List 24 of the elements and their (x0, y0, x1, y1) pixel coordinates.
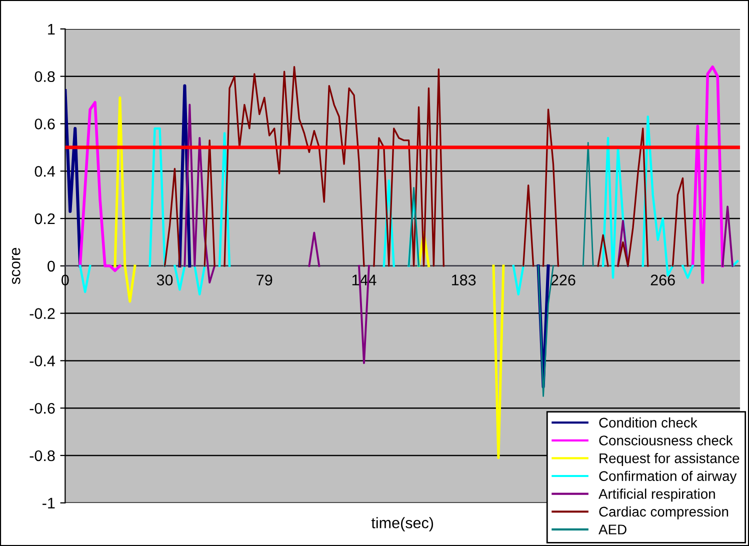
legend-label: AED (598, 524, 626, 534)
legend-label: Consciousness check (599, 435, 733, 446)
y-axis-title: score (12, 248, 20, 284)
legend-label: Request for assistance (600, 453, 740, 466)
y-tick-label: -0.4 (30, 356, 55, 366)
y-tick-label: 1 (48, 24, 55, 34)
y-tick-label: 0.4 (34, 166, 55, 177)
y-tick-label: 0.6 (34, 118, 55, 130)
legend-label: Cardiac compression (599, 506, 728, 520)
x-tick-label: 266 (650, 274, 675, 286)
y-tick-label: -0.6 (30, 402, 55, 414)
y-tick-label: -1 (42, 498, 55, 508)
legend-label: Artificial respiration (598, 488, 715, 502)
y-tick-label: 0.2 (34, 213, 55, 224)
y-tick-label: -0.8 (30, 450, 55, 462)
x-tick-label: 30 (156, 274, 173, 286)
x-axis-title: time(sec) (371, 517, 434, 532)
x-tick-label: 79 (256, 274, 272, 286)
x-tick-label: 183 (452, 274, 476, 286)
legend-label: Condition check (599, 417, 698, 428)
legend-label: Confirmation of airway (599, 470, 737, 484)
y-tick-label: 0 (48, 260, 55, 272)
y-tick-label: -0.2 (30, 308, 55, 319)
y-tick-label: 0.8 (34, 71, 55, 82)
